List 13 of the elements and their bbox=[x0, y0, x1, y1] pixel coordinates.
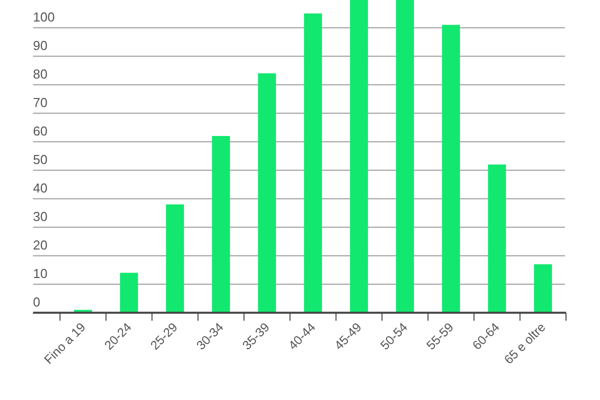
y-tick-label: 70 bbox=[33, 95, 48, 110]
y-tick-label: 20 bbox=[33, 238, 48, 253]
x-tick-label: 65 e oltre bbox=[502, 320, 548, 367]
y-tick-label: 30 bbox=[33, 209, 48, 224]
x-tick-label: Fino a 19 bbox=[42, 320, 88, 367]
y-tick-label: 50 bbox=[33, 152, 48, 168]
y-tick-label: 40 bbox=[33, 180, 48, 196]
y-tick-label: 60 bbox=[33, 124, 48, 139]
y-tick-label: 80 bbox=[33, 66, 48, 82]
y-tick-label: 90 bbox=[33, 38, 48, 54]
y-tick-label: 100 bbox=[33, 10, 55, 25]
y-tick-label: 10 bbox=[33, 266, 48, 282]
y-tick-label: 0 bbox=[33, 294, 40, 310]
